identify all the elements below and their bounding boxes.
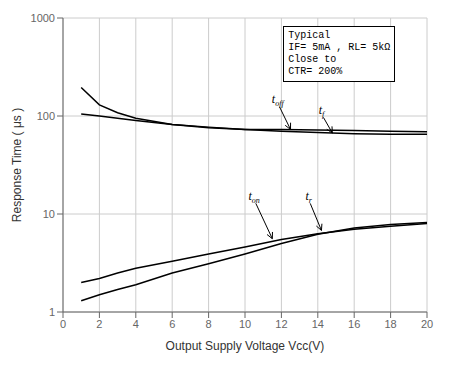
svg-text:1: 1 [49, 306, 55, 318]
html-text:Typical IF= 5mA , RL= 5kΩ Clos: Typical IF= 5mA , RL= 5kΩ Close to CTR= … [288, 30, 391, 77]
svg-text:18: 18 [384, 318, 396, 330]
svg-text:20: 20 [421, 318, 433, 330]
svg-text:4: 4 [133, 318, 139, 330]
svg-text:ton: ton [248, 189, 259, 205]
svg-text:8: 8 [206, 318, 212, 330]
svg-text:1000: 1000 [31, 12, 55, 24]
svg-text:14: 14 [312, 318, 324, 330]
svg-text:10: 10 [43, 208, 55, 220]
svg-text:12: 12 [275, 318, 287, 330]
svg-text:Response Time ( μs ): Response Time ( μs ) [10, 108, 24, 222]
svg-text:toff: toff [272, 92, 286, 108]
svg-text:6: 6 [169, 318, 175, 330]
svg-text:tf: tf [319, 103, 326, 119]
svg-text:10: 10 [239, 318, 251, 330]
svg-text:tr: tr [305, 189, 312, 205]
svg-text:100: 100 [37, 110, 55, 122]
svg-text:Output Supply Voltage Vcc(V): Output Supply Voltage Vcc(V) [166, 339, 325, 353]
svg-text:0: 0 [60, 318, 66, 330]
svg-text:2: 2 [96, 318, 102, 330]
svg-text:16: 16 [348, 318, 360, 330]
